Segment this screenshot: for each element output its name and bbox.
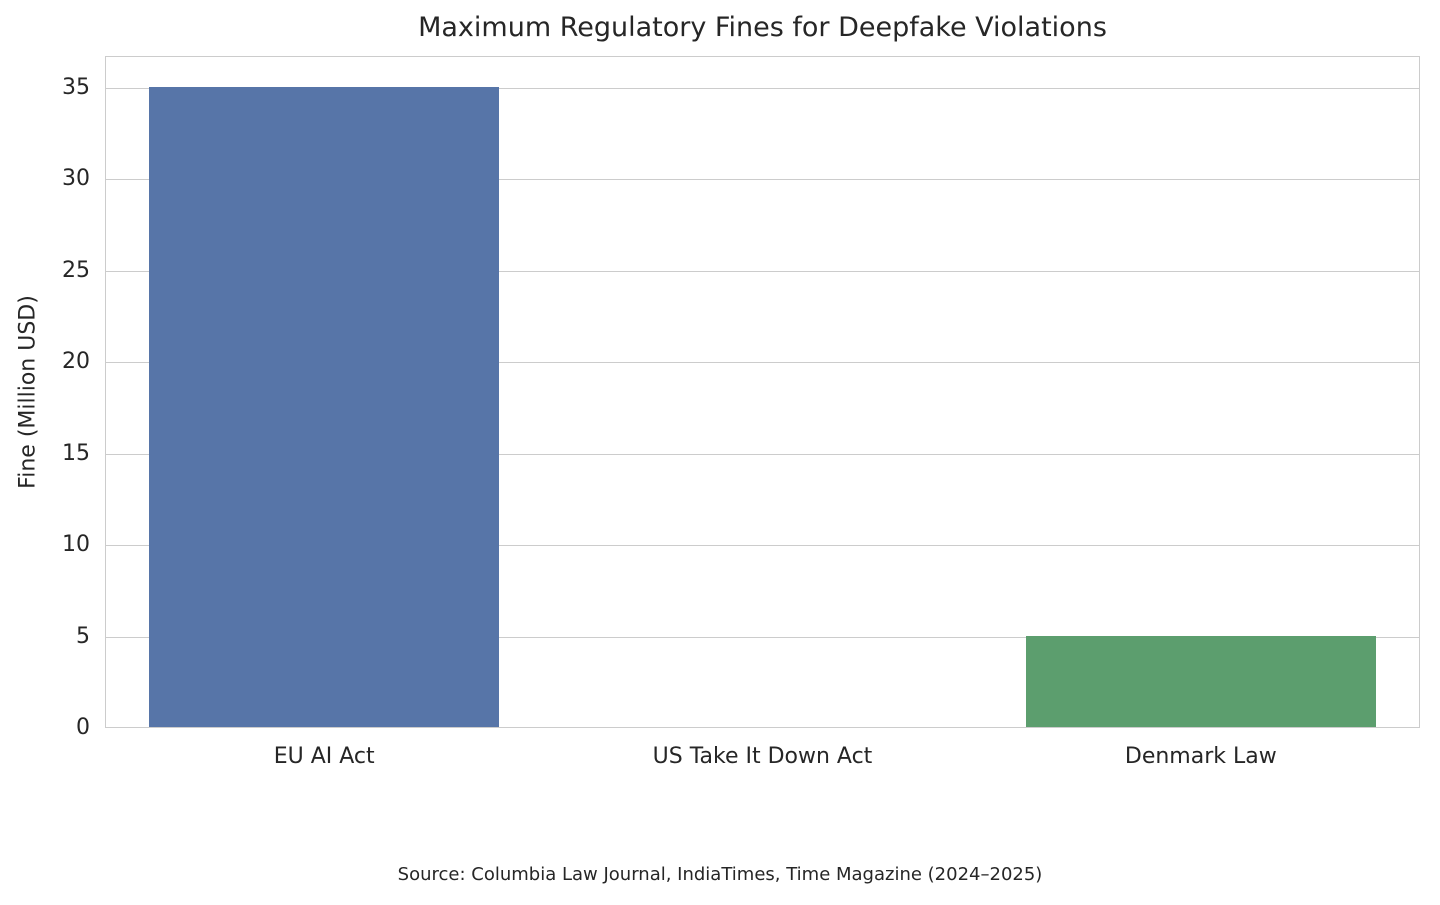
chart-title: Maximum Regulatory Fines for Deepfake Vi… <box>418 12 1107 43</box>
gridline <box>106 88 1419 89</box>
gridline <box>106 636 1419 638</box>
y-tick-label: 35 <box>62 75 90 100</box>
gridline <box>106 453 1419 455</box>
gridline <box>106 362 1419 364</box>
gridline <box>106 179 1419 181</box>
gridline <box>106 270 1419 272</box>
source-note: Source: Columbia Law Journal, IndiaTimes… <box>397 864 1043 885</box>
x-tick-label: US Take It Down Act <box>652 744 873 769</box>
y-tick-label: 15 <box>62 440 90 466</box>
y-tick-label: 20 <box>62 349 90 375</box>
y-tick-label: 0 <box>76 715 90 740</box>
plot-area <box>105 56 1420 728</box>
x-tick-label: Denmark Law <box>1124 744 1277 769</box>
y-tick-label: 30 <box>62 166 90 192</box>
gridline <box>106 545 1419 547</box>
y-tick-label: 5 <box>76 623 90 649</box>
bar-denmark-law <box>1025 635 1377 727</box>
x-tick-label: EU AI Act <box>273 744 375 769</box>
y-tick-label: 25 <box>62 257 90 283</box>
y-tick-label: 10 <box>62 532 90 558</box>
bar-eu-ai-act <box>148 87 500 727</box>
